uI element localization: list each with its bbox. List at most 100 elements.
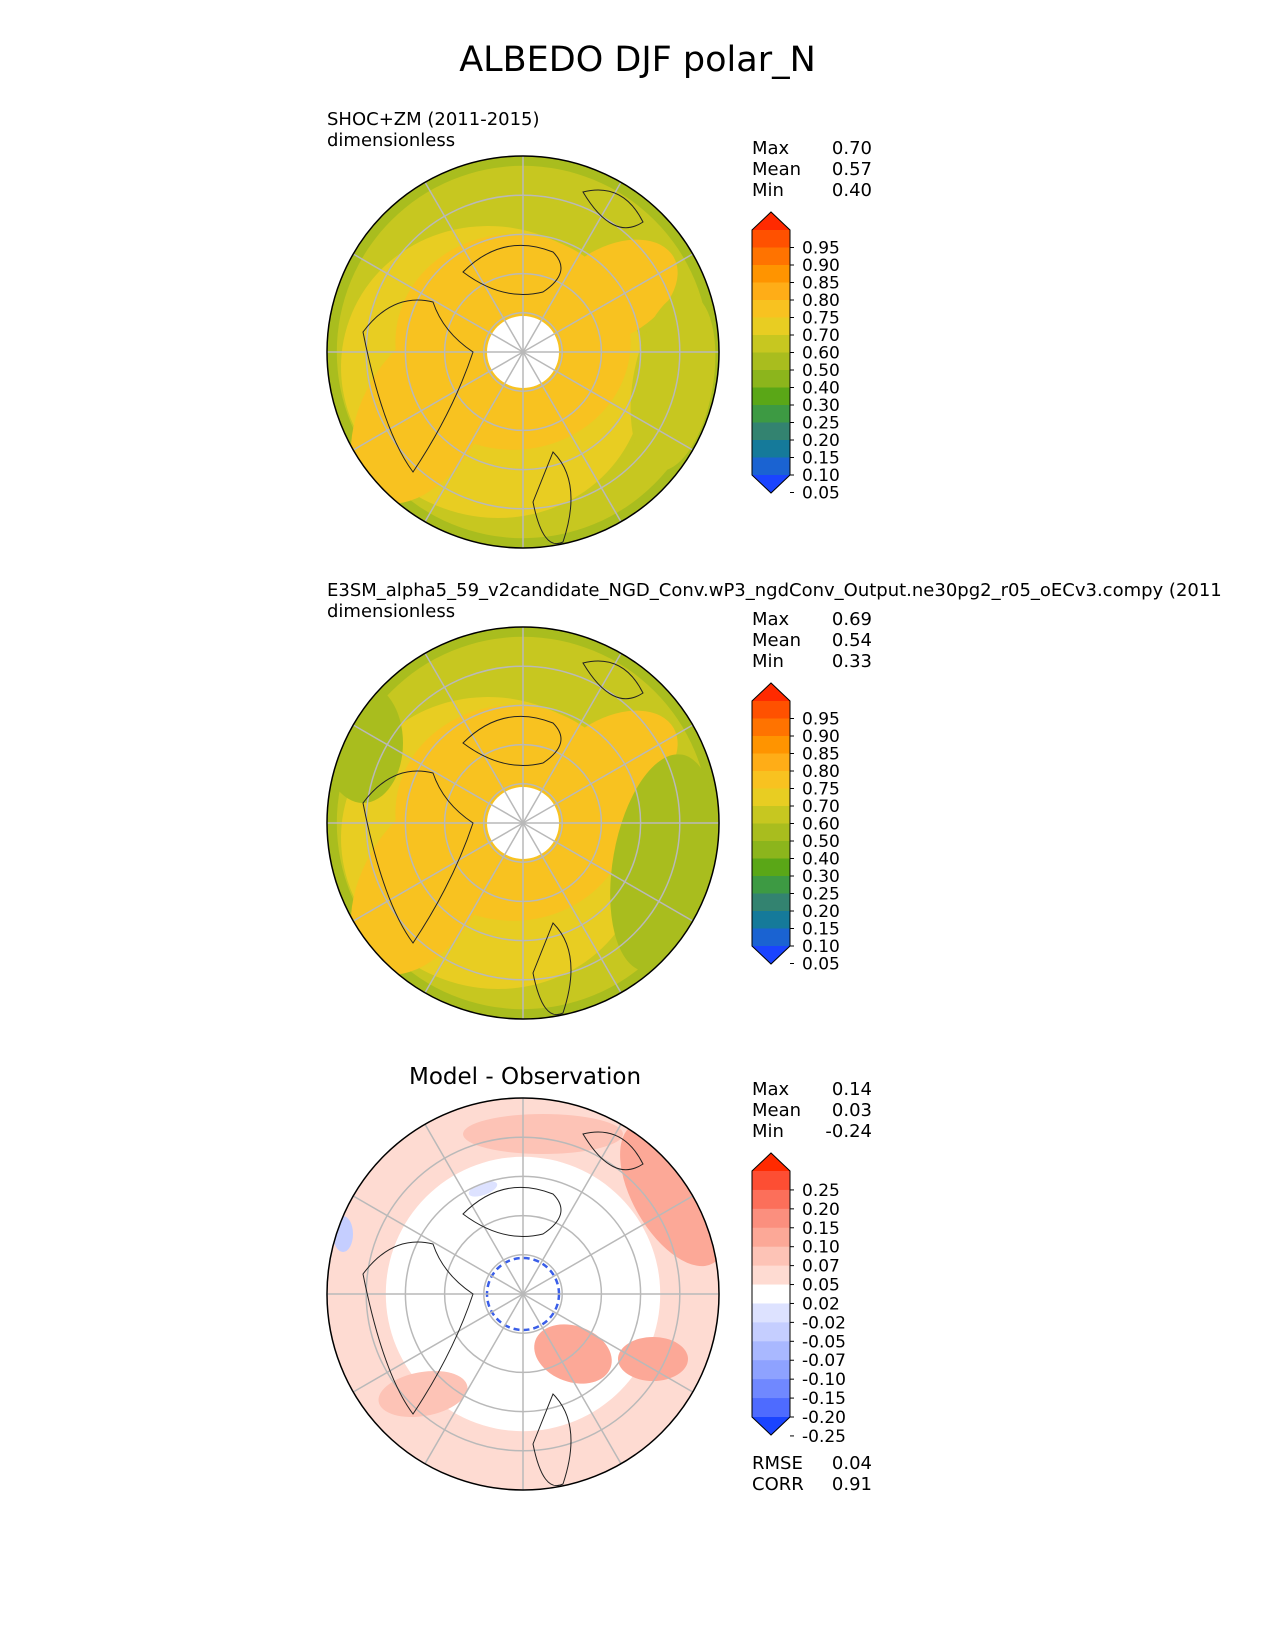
colorbar-tick-label-2: 0.20: [802, 1200, 840, 1220]
panel-1-min-label: Min: [752, 180, 784, 201]
colorbar-tick-label-12: -0.15: [802, 1389, 846, 1409]
meridian-330: [522, 253, 694, 353]
panel-2-units: dimensionless: [327, 601, 456, 622]
colorbar-extend-bottom: [752, 946, 790, 964]
coastline-4: [582, 660, 644, 700]
map-panel-2: [326, 626, 720, 1020]
meridian-210: [352, 253, 524, 353]
colorbar-segment-10: [752, 858, 790, 877]
colorbar-segment-14: [752, 928, 790, 947]
colorbar-tick-label-11: 0.25: [802, 885, 840, 905]
meridian-300: [522, 181, 622, 353]
coastline-1: [362, 1241, 474, 1415]
colorbar-tick-label-6: 0.70: [802, 797, 840, 817]
colorbar-tick-label-1: 0.25: [802, 1181, 840, 1201]
colorbar-segment-14: [752, 457, 790, 476]
panel-2-min-label: Min: [752, 651, 784, 672]
meridian-240: [424, 1123, 524, 1295]
coastline-3: [532, 451, 572, 544]
colorbar-tick-label-5: 0.75: [802, 309, 840, 329]
colorbar-segment-8: [752, 823, 790, 842]
colorbar-segment-13: [752, 911, 790, 929]
colorbar-extend-top: [752, 212, 790, 230]
field-greenland-070: [350, 320, 496, 504]
meridian-30: [522, 1293, 694, 1393]
meridian-60: [522, 351, 622, 523]
colorbar-tick-label-10: -0.07: [802, 1351, 846, 1371]
field-europe-040: [327, 683, 403, 803]
colorbar-segment-2: [752, 718, 790, 737]
field-greenland-070: [350, 791, 496, 975]
colorbar-tick-label-8: 0.50: [802, 832, 840, 852]
field-diff-neg-nw: [468, 1181, 498, 1197]
colorbar-segment-9: [752, 370, 790, 388]
colorbar-segment-12: [752, 422, 790, 441]
colorbar-tick-label-8: 0.50: [802, 361, 840, 381]
coastline-2: [462, 1186, 562, 1237]
colorbar-segment-13: [752, 1398, 790, 1418]
panel-3-max-label: Max: [752, 1079, 790, 1100]
colorbar-tick-label-5: 0.75: [802, 780, 840, 800]
colorbar-segment-7: [752, 1284, 790, 1304]
colorbar-tick-label-5: 0.07: [802, 1257, 840, 1277]
meridian-120: [424, 351, 524, 523]
colorbar-segment-13: [752, 440, 790, 458]
coastline-1: [362, 770, 474, 944]
meridian-150: [352, 822, 524, 922]
meridian-210: [352, 1195, 524, 1295]
field-pacific-040: [610, 754, 716, 972]
colorbar-tick-label-4: 0.80: [802, 762, 840, 782]
meridian-240: [424, 181, 524, 353]
colorbar-tick-label-7: 0.60: [802, 815, 840, 835]
colorbar-segment-7: [752, 335, 790, 353]
colorbar-1: 0.950.900.850.800.750.700.600.500.400.30…: [751, 211, 840, 504]
colorbar-segment-5: [752, 771, 790, 789]
panel-1-title: SHOC+ZM (2011-2015): [327, 109, 540, 130]
colorbar-tick-label-3: 0.15: [802, 1219, 840, 1239]
coastline-2: [462, 244, 562, 295]
panel-3-title: Model - Observation: [409, 1064, 642, 1090]
colorbar-segment-2: [752, 1189, 790, 1210]
colorbar-extend-top: [752, 683, 790, 701]
meridian-60: [522, 822, 622, 994]
colorbar-segment-4: [752, 282, 790, 301]
colorbar-tick-label-2: 0.90: [802, 727, 840, 747]
colorbar-segment-11: [752, 1360, 790, 1380]
panel-2-title: E3SM_alpha5_59_v2candidate_NGD_Conv.wP3_…: [327, 580, 1222, 601]
colorbar-extend-bottom: [752, 475, 790, 493]
panel-2-mean-label: Mean: [752, 630, 802, 651]
colorbar-tick-label-8: -0.02: [802, 1313, 846, 1333]
colorbar-segment-4: [752, 753, 790, 772]
colorbar-segment-5: [752, 300, 790, 318]
colorbar-segment-6: [752, 317, 790, 336]
colorbar-segment-9: [752, 841, 790, 859]
meridian-30: [522, 822, 694, 922]
colorbar-segment-8: [752, 1303, 790, 1323]
panel-1-max-value: 0.70: [831, 138, 872, 159]
panel-3-rmse-label: RMSE: [752, 1453, 803, 1474]
meridian-150: [352, 351, 524, 451]
colorbar-extend-top: [752, 1153, 790, 1171]
colorbar-tick-label-2: 0.90: [802, 256, 840, 276]
coastline-4: [582, 1131, 644, 1171]
panel-2-min-value: 0.33: [831, 651, 872, 672]
colorbar-tick-label-4: 0.10: [802, 1238, 840, 1258]
field-diff-pos-north: [463, 1114, 623, 1154]
colorbar-segment-2: [752, 247, 790, 266]
meridian-120: [424, 822, 524, 994]
meridian-120: [424, 1293, 524, 1465]
coastline-1: [362, 299, 474, 473]
colorbar-tick-label-1: 0.95: [802, 239, 840, 259]
colorbar-segment-11: [752, 405, 790, 423]
meridian-300: [522, 1123, 622, 1295]
colorbar-segment-6: [752, 1265, 790, 1286]
colorbar-tick-label-1: 0.95: [802, 710, 840, 730]
colorbar-2: 0.950.900.850.800.750.700.600.500.400.30…: [751, 682, 840, 975]
colorbar-3: 0.250.200.150.100.070.050.02-0.02-0.05-0…: [751, 1152, 846, 1447]
meridian-330: [522, 1195, 694, 1295]
colorbar-segment-3: [752, 265, 790, 283]
meridian-210: [352, 724, 524, 824]
map-boundary: [326, 1097, 720, 1491]
colorbar-tick-label-6: 0.70: [802, 326, 840, 346]
